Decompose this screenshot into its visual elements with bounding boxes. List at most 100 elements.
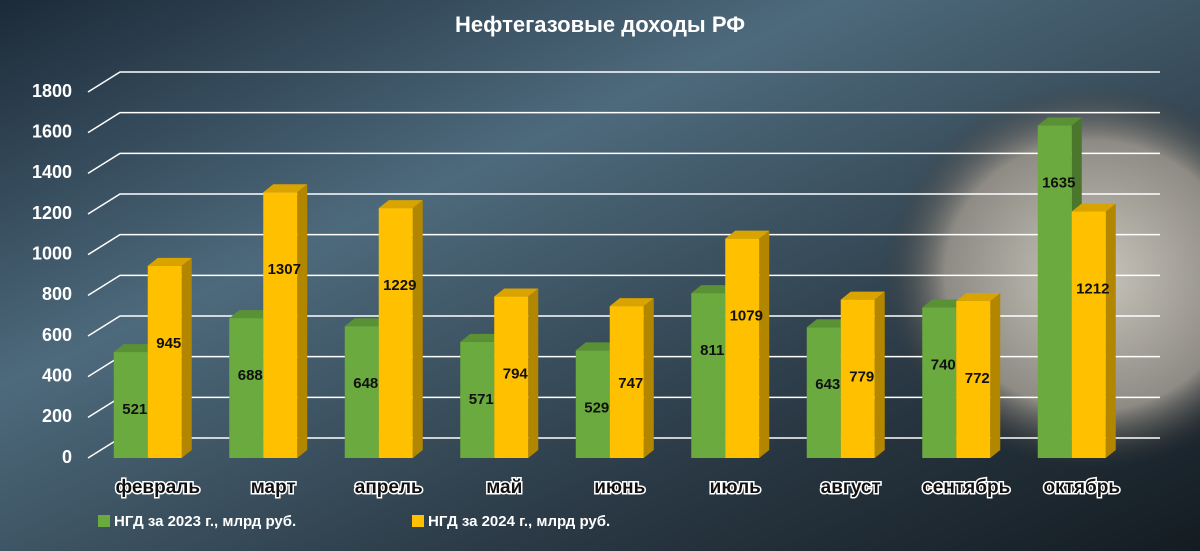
legend-label: НГД за 2024 г., млрд руб.	[428, 513, 610, 530]
x-tick-label: апрель	[355, 477, 423, 498]
grid-line	[87, 274, 1160, 296]
bar-top	[840, 291, 885, 300]
y-tick-label: 800	[42, 284, 72, 304]
bar-front	[1037, 125, 1072, 459]
y-tick-label: 1600	[32, 121, 72, 141]
grid-line	[87, 71, 1160, 93]
value-label: 1079	[730, 308, 763, 325]
bar-side	[990, 293, 1001, 458]
bar-front	[378, 208, 413, 458]
bar-front	[1071, 211, 1106, 458]
y-tick-label: 1800	[32, 81, 72, 101]
bar-front	[263, 192, 298, 458]
bar-top	[344, 318, 389, 327]
bar-side	[1105, 203, 1116, 458]
bar-top	[575, 342, 620, 351]
legend-label: НГД за 2023 г., млрд руб.	[114, 513, 296, 530]
bar-top	[494, 288, 539, 297]
bar-side	[643, 298, 654, 458]
x-tick-label: октябрь	[1043, 477, 1120, 498]
legend-swatch	[98, 515, 110, 527]
y-tick-label: 1200	[32, 203, 72, 223]
bar	[494, 288, 539, 458]
x-tick-label: сентябрь	[922, 477, 1010, 498]
bar-side	[297, 184, 308, 458]
value-label: 571	[469, 391, 494, 408]
bar-top	[725, 230, 770, 239]
bar-top	[147, 257, 192, 266]
bar	[956, 293, 1001, 458]
value-label: 794	[503, 366, 529, 383]
bar	[1071, 203, 1116, 458]
value-label: 1212	[1076, 281, 1109, 298]
value-label: 688	[238, 367, 263, 384]
bar-front	[840, 299, 875, 458]
value-label: 811	[700, 342, 724, 359]
x-tick-label: март	[251, 477, 296, 498]
bar-top	[460, 333, 505, 342]
grid-line	[87, 152, 1160, 174]
grid-line	[87, 233, 1160, 256]
bar-front	[113, 352, 148, 458]
y-tick-label: 600	[42, 325, 72, 345]
bar-top	[922, 299, 967, 308]
x-tick-label: июль	[710, 477, 761, 498]
value-label: 1635	[1042, 175, 1075, 192]
bar-side	[528, 288, 539, 458]
value-label: 521	[122, 401, 147, 418]
bar-front	[725, 238, 760, 458]
bar-top	[956, 293, 1001, 302]
y-tick-label: 1400	[32, 162, 72, 182]
bar-front	[922, 307, 957, 458]
bar	[609, 298, 654, 458]
bar-side	[874, 291, 885, 458]
value-label: 529	[584, 399, 609, 416]
bar	[840, 291, 885, 458]
bar-top	[806, 319, 851, 328]
value-label: 1307	[268, 261, 301, 278]
grid-line	[87, 111, 1160, 134]
bar-front	[494, 296, 529, 458]
x-tick-label: февраль	[115, 477, 200, 498]
value-label: 740	[931, 357, 956, 374]
bar-side	[181, 257, 192, 458]
bar-top	[263, 184, 308, 193]
bar-top	[113, 344, 158, 353]
x-tick-label: май	[486, 477, 522, 498]
bar	[378, 200, 423, 458]
bar-top	[691, 285, 736, 294]
value-label: 643	[815, 376, 840, 393]
y-tick-label: 1000	[32, 243, 72, 263]
y-tick-label: 400	[42, 365, 72, 385]
bar-front	[609, 306, 644, 458]
bar	[725, 230, 770, 458]
value-label: 779	[849, 369, 874, 386]
x-tick-label: август	[821, 477, 881, 498]
bar-front	[460, 341, 495, 458]
value-label: 747	[618, 375, 643, 392]
bar-top	[378, 200, 423, 209]
value-label: 1229	[383, 277, 416, 294]
y-tick-label: 200	[42, 406, 72, 426]
bar-side	[412, 200, 423, 458]
bar-top	[1037, 117, 1082, 126]
chart-title: Нефтегазовые доходы РФ	[455, 12, 745, 37]
value-label: 648	[353, 375, 378, 392]
bar-front	[575, 350, 610, 458]
bar-front	[147, 265, 182, 458]
bar	[263, 184, 308, 458]
bar-top	[229, 310, 274, 319]
grid-line	[87, 193, 1160, 215]
bars: февраль 521 945 март 688 1307 апрель 648 1229 май…	[113, 117, 1122, 500]
bar	[147, 257, 192, 458]
value-label: 772	[965, 370, 990, 387]
bar-top	[1071, 203, 1116, 212]
bar-front	[229, 318, 264, 458]
bar-top	[609, 298, 654, 307]
bar-front	[956, 301, 991, 458]
bar-side	[759, 230, 770, 458]
bar-front	[691, 293, 726, 458]
grid-line	[87, 315, 1160, 337]
legend-swatch	[412, 515, 424, 527]
